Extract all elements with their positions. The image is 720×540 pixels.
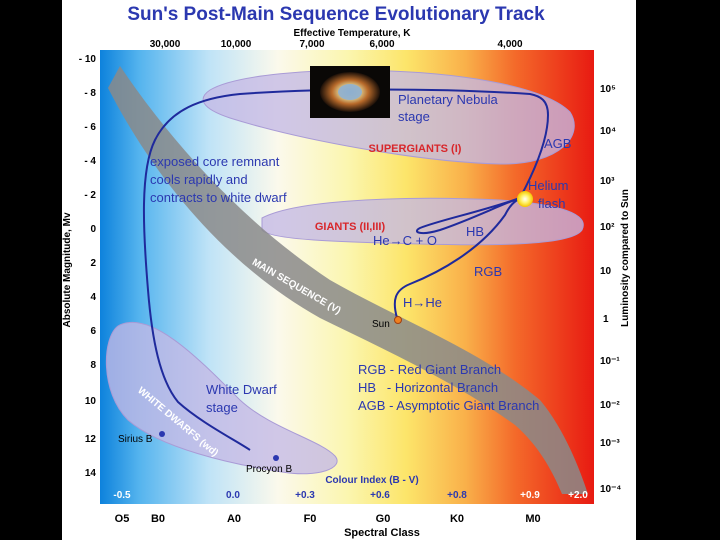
planetary-nebula-label: Planetary Nebula [398, 92, 498, 107]
right-tick: 10⁻⁴ [600, 484, 621, 495]
spectral-class-label: Spectral Class [344, 527, 420, 539]
colour-tick: +2.0 [568, 490, 588, 501]
spectral-tick: B0 [151, 513, 165, 525]
right-tick: 10² [600, 222, 615, 233]
left-tick: - 8 [84, 88, 96, 99]
top-tick: 30,000 [150, 39, 181, 50]
top-tick: 4,000 [497, 39, 522, 50]
rgb-label: RGB [474, 264, 502, 279]
legend: RGB - Red Giant Branch HB - Horizontal B… [358, 362, 539, 413]
colour-tick: +0.9 [520, 490, 540, 501]
left-tick: - 6 [84, 122, 96, 133]
left-tick: - 4 [84, 156, 96, 167]
colour-tick: -0.5 [113, 490, 131, 501]
legend-item: RGB - Red Giant Branch [358, 362, 501, 377]
left-tick: - 10 [79, 54, 97, 65]
left-tick: 10 [85, 396, 97, 407]
left-tick: 2 [90, 258, 96, 269]
hb-label: HB [466, 224, 484, 239]
procyon-b-marker [273, 455, 279, 461]
white-dwarf-stage-label-2: stage [206, 400, 238, 415]
right-tick: 1 [603, 314, 609, 325]
supergiants-label: SUPERGIANTS (I) [369, 143, 462, 155]
right-axis-label: Luminosity compared to Sun [620, 189, 631, 327]
helium-flash-star [517, 191, 533, 207]
right-tick: 10⁵ [600, 84, 616, 95]
colour-tick: +0.3 [295, 490, 315, 501]
left-axis-label: Absolute Magnitude, Mv [62, 212, 73, 327]
right-tick: 10⁴ [600, 126, 616, 137]
colour-index-label: Colour Index (B - V) [325, 475, 418, 486]
sirius-b-label: Sirius B [118, 434, 153, 445]
spectral-tick: G0 [376, 513, 391, 525]
top-tick: 7,000 [299, 39, 324, 50]
giants-region [261, 197, 584, 246]
core-remnant-label: exposed core remnant [150, 154, 280, 169]
top-axis-ticks: 30,000 10,000 7,000 6,000 4,000 [150, 39, 523, 50]
agb-label: AGB [544, 136, 571, 151]
helium-flash-label: Helium [528, 178, 568, 193]
nebula-core [338, 84, 362, 100]
evolutionary-track-line [142, 88, 550, 451]
planetary-nebula-label-2: stage [398, 109, 430, 124]
left-tick: 4 [90, 292, 96, 303]
right-tick: 10⁻³ [600, 438, 620, 449]
sirius-b-marker [159, 431, 165, 437]
core-remnant-label-2: cools rapidly and [150, 172, 248, 187]
spectral-tick: K0 [450, 513, 464, 525]
right-tick: 10⁻¹ [600, 356, 620, 367]
diagram-title: Sun's Post-Main Sequence Evolutionary Tr… [127, 4, 545, 25]
left-axis-ticks: - 10 - 8 - 6 - 4 - 2 0 2 4 6 8 10 12 14 [79, 54, 97, 479]
spectral-tick: F0 [304, 513, 317, 525]
left-tick: - 2 [84, 190, 96, 201]
procyon-b-label: Procyon B [246, 464, 292, 475]
sun-marker [394, 316, 402, 324]
spectral-tick: O5 [115, 513, 130, 525]
h-he-label: H→He [403, 295, 442, 310]
left-tick: 12 [85, 434, 97, 445]
right-tick: 10⁻² [600, 400, 620, 411]
helium-flash-label-2: flash [538, 196, 565, 211]
core-remnant-label-3: contracts to white dwarf [150, 190, 287, 205]
main-sequence-band [108, 66, 588, 494]
colour-tick: +0.6 [370, 490, 390, 501]
top-axis-label: Effective Temperature, K [293, 28, 411, 39]
he-c-o-label: He→C + O [373, 233, 437, 248]
white-dwarf-stage-label: White Dwarf [206, 382, 277, 397]
right-tick: 10³ [600, 176, 615, 187]
left-tick: 0 [90, 224, 96, 235]
colour-tick: 0.0 [226, 490, 240, 501]
right-axis-ticks: 10⁵ 10⁴ 10³ 10² 10 1 10⁻¹ 10⁻² 10⁻³ 10⁻⁴ [600, 84, 621, 495]
top-tick: 6,000 [369, 39, 394, 50]
spectral-tick: M0 [525, 513, 540, 525]
annotations: Planetary Nebula stage exposed core remn… [150, 92, 571, 415]
left-tick: 8 [90, 360, 96, 371]
left-tick: 6 [90, 326, 96, 337]
legend-item: AGB - Asymptotic Giant Branch [358, 398, 539, 413]
right-tick: 10 [600, 266, 612, 277]
left-tick: 14 [85, 468, 97, 479]
colour-tick: +0.8 [447, 490, 467, 501]
sun-label: Sun [372, 319, 390, 330]
legend-item: HB - Horizontal Branch [358, 380, 498, 395]
giants-label: GIANTS (II,III) [315, 221, 386, 233]
spectral-tick: A0 [227, 513, 241, 525]
colour-index-ticks: -0.5 0.0 +0.3 +0.6 +0.8 +0.9 +2.0 [113, 490, 588, 501]
spectral-ticks: O5 B0 A0 F0 G0 K0 M0 [115, 513, 541, 525]
top-tick: 10,000 [221, 39, 252, 50]
